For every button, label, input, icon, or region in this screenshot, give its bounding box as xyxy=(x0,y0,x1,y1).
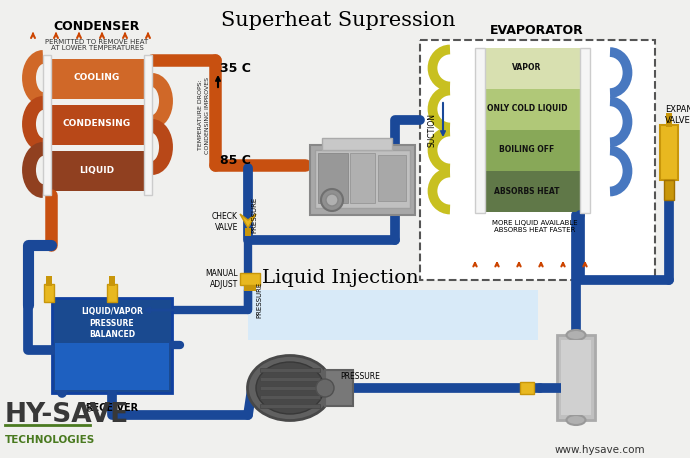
Bar xyxy=(240,273,260,285)
Text: PRESSURE: PRESSURE xyxy=(251,197,257,233)
Text: LIQUID/VAPOR
PRESSURE
BALANCED: LIQUID/VAPOR PRESSURE BALANCED xyxy=(81,307,143,339)
Bar xyxy=(260,368,320,372)
Bar xyxy=(248,290,538,340)
Text: 35 C: 35 C xyxy=(220,61,251,75)
Text: Superheat Supression: Superheat Supression xyxy=(221,11,455,29)
Ellipse shape xyxy=(256,362,324,414)
Bar xyxy=(51,151,144,191)
Text: EVAPORATOR: EVAPORATOR xyxy=(490,23,584,37)
Bar xyxy=(51,59,144,99)
Ellipse shape xyxy=(248,355,333,420)
Text: Liquid Injection: Liquid Injection xyxy=(262,269,418,287)
Bar xyxy=(260,395,320,399)
Text: PERMITTED TO REMOVE HEAT
AT LOWER TEMPERATURES: PERMITTED TO REMOVE HEAT AT LOWER TEMPER… xyxy=(46,38,148,51)
Bar xyxy=(420,40,655,280)
Bar xyxy=(325,370,353,406)
Bar xyxy=(109,276,115,286)
Bar xyxy=(52,298,172,393)
Bar xyxy=(260,404,320,408)
Bar xyxy=(107,284,117,302)
Bar xyxy=(55,343,169,390)
Bar xyxy=(310,145,415,215)
Text: 85 C: 85 C xyxy=(220,153,251,167)
Ellipse shape xyxy=(326,194,338,206)
Text: www.hysave.com: www.hysave.com xyxy=(555,445,646,455)
Bar xyxy=(666,113,672,127)
Bar xyxy=(244,285,256,291)
Bar xyxy=(315,150,410,208)
Bar xyxy=(245,228,251,236)
Bar xyxy=(660,125,678,180)
Text: TECHNOLOGIES: TECHNOLOGIES xyxy=(5,435,95,445)
Bar xyxy=(350,153,375,203)
Ellipse shape xyxy=(566,415,586,425)
Text: TEMPERATURE DROPS:
CONDENSING IMPROVES: TEMPERATURE DROPS: CONDENSING IMPROVES xyxy=(199,76,210,153)
Text: SUCTION: SUCTION xyxy=(428,113,437,147)
Text: CHECK
VALVE: CHECK VALVE xyxy=(212,213,238,232)
Polygon shape xyxy=(240,214,256,228)
Bar xyxy=(260,377,320,381)
Text: LIQUID: LIQUID xyxy=(79,165,115,174)
Bar xyxy=(46,276,52,286)
Text: VAPOR: VAPOR xyxy=(512,64,542,72)
Bar xyxy=(43,55,51,195)
Text: CONDENSING: CONDENSING xyxy=(63,120,131,129)
Bar xyxy=(144,55,152,195)
Text: ®: ® xyxy=(82,404,93,414)
Text: HY-SAVE: HY-SAVE xyxy=(5,402,129,428)
Text: ONLY COLD LIQUID: ONLY COLD LIQUID xyxy=(486,104,567,114)
Text: RECEIVER: RECEIVER xyxy=(86,403,139,413)
Ellipse shape xyxy=(566,330,586,340)
Bar xyxy=(318,153,348,203)
Bar xyxy=(51,105,144,145)
Bar xyxy=(485,171,580,212)
Bar xyxy=(485,48,580,89)
Text: BOILING OFF: BOILING OFF xyxy=(500,146,555,154)
Ellipse shape xyxy=(321,189,343,211)
Bar xyxy=(260,386,320,390)
Bar xyxy=(580,48,590,213)
Bar xyxy=(485,130,580,171)
Bar xyxy=(322,138,392,150)
Text: MORE LIQUID AVAILABLE
ABSORBS HEAT FASTER: MORE LIQUID AVAILABLE ABSORBS HEAT FASTE… xyxy=(492,220,578,234)
Text: ABSORBS HEAT: ABSORBS HEAT xyxy=(494,186,560,196)
Bar xyxy=(557,335,595,420)
Text: CONDENSER: CONDENSER xyxy=(54,21,140,33)
Bar xyxy=(664,180,674,200)
Text: COOLING: COOLING xyxy=(74,73,120,82)
Text: PRESSURE: PRESSURE xyxy=(256,282,262,318)
Text: PRESSURE: PRESSURE xyxy=(340,372,380,381)
Text: MANUAL
ADJUST: MANUAL ADJUST xyxy=(206,269,238,289)
Bar xyxy=(520,382,534,394)
Bar xyxy=(561,340,591,415)
Bar xyxy=(485,89,580,130)
Bar xyxy=(44,284,54,302)
Ellipse shape xyxy=(316,379,334,397)
Bar xyxy=(475,48,485,213)
Text: EXPANSION
VALVE: EXPANSION VALVE xyxy=(665,105,690,125)
Bar xyxy=(378,155,406,201)
